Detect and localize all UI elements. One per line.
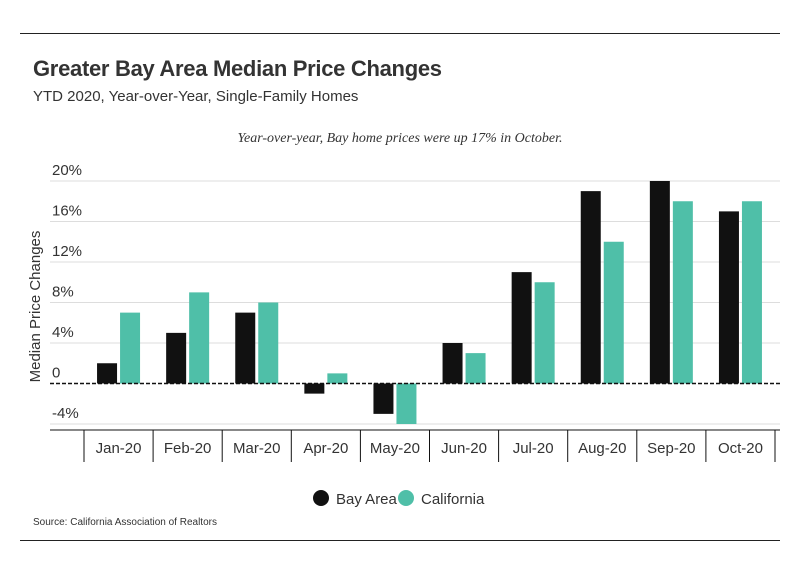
california-bar	[120, 312, 141, 384]
chart-title: Greater Bay Area Median Price Changes	[33, 56, 442, 81]
x-tick-label: Aug-20	[578, 440, 626, 457]
y-tick-label: 8%	[52, 284, 74, 301]
axes: -4% 0 4% 8% 12% 16% 20% Median Price Changes Jan…	[27, 162, 780, 462]
legend-california-swatch	[398, 490, 414, 506]
annotation-text: Year-over-year, Bay home prices were up …	[237, 131, 563, 146]
legend-bay-area-swatch	[313, 490, 329, 506]
y-tick-label: 16%	[52, 203, 82, 220]
x-tick-label: Feb-20	[164, 440, 212, 457]
bay-area-bar	[97, 363, 118, 384]
x-tick-label: Sep-20	[647, 440, 695, 457]
x-tick-label: Jun-20	[441, 440, 487, 457]
california-bar	[258, 302, 279, 384]
chart-annotation: Year-over-year, Bay home prices were up …	[0, 131, 800, 147]
california-bar	[327, 373, 348, 384]
y-tick-label: 20%	[52, 162, 82, 179]
legend-bay-area-label: Bay Area	[336, 491, 398, 508]
top-rule	[20, 33, 780, 34]
x-tick-label: May-20	[370, 440, 420, 457]
bay-area-bar	[373, 383, 394, 414]
bay-area-bar	[649, 181, 670, 384]
california-bar	[465, 353, 486, 384]
x-tick-label: Jan-20	[96, 440, 142, 457]
california-bar	[534, 282, 555, 384]
legend-california-label: California	[421, 491, 485, 508]
x-tick-label: Oct-20	[718, 440, 763, 457]
bay-area-bar	[166, 332, 187, 384]
y-tick-label: 4%	[52, 324, 74, 341]
bay-area-bar	[580, 191, 601, 384]
bottom-rule	[20, 540, 780, 541]
bay-area-bar	[718, 211, 739, 384]
california-bar	[189, 292, 210, 384]
chart-subtitle: YTD 2020, Year-over-Year, Single-Family …	[33, 88, 359, 105]
california-bar	[672, 201, 693, 384]
bay-area-bar	[442, 343, 463, 384]
bars	[97, 181, 762, 424]
x-tick-label: Mar-20	[233, 440, 281, 457]
y-tick-label: 12%	[52, 243, 82, 260]
x-tick-label: Jul-20	[513, 440, 554, 457]
bay-area-bar	[235, 312, 256, 384]
y-tick-label: 0	[52, 365, 60, 382]
california-bar	[603, 241, 624, 384]
bay-area-bar	[304, 383, 325, 394]
y-tick-label: -4%	[52, 405, 79, 422]
legend: Bay Area California	[313, 490, 485, 508]
bay-area-bar	[511, 272, 532, 384]
california-bar	[741, 201, 762, 384]
california-bar	[396, 383, 417, 424]
x-tick-label: Apr-20	[303, 440, 348, 457]
source-note: Source: California Association of Realto…	[33, 517, 217, 528]
y-axis-label: Median Price Changes	[27, 231, 44, 383]
